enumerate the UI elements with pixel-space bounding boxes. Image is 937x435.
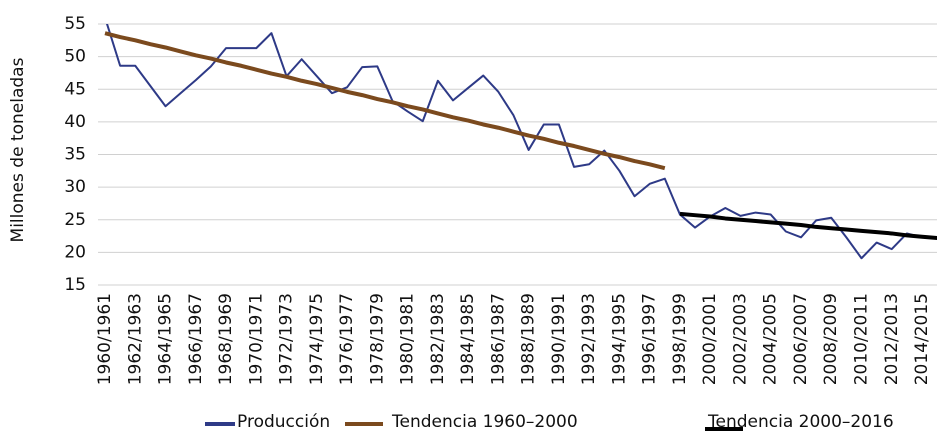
x-tick-label: 2010/2011 bbox=[852, 293, 872, 385]
y-tick-label: 25 bbox=[64, 210, 86, 230]
x-tick-label: 2006/2007 bbox=[791, 293, 811, 385]
y-tick-label: 40 bbox=[64, 112, 86, 132]
x-tick-label: 2000/2001 bbox=[700, 293, 720, 385]
x-tick-label: 1986/1987 bbox=[488, 293, 508, 385]
x-tick-label: 1968/1969 bbox=[216, 293, 236, 385]
x-tick-label: 1994/1995 bbox=[609, 293, 629, 385]
y-tick-label: 50 bbox=[64, 47, 86, 67]
y-tick-label: 55 bbox=[64, 14, 86, 34]
y-axis-title: Millones de toneladas bbox=[8, 57, 28, 242]
x-tick-label: 1972/1973 bbox=[277, 293, 297, 385]
legend-label: Tendencia 2000–2016 bbox=[707, 412, 894, 432]
x-tick-label: 1988/1989 bbox=[519, 293, 539, 385]
x-tick-label: 1982/1983 bbox=[428, 293, 448, 385]
series-line bbox=[679, 211, 937, 241]
x-tick-label: 1978/1979 bbox=[367, 293, 387, 385]
x-tick-label: 1962/1963 bbox=[125, 293, 145, 385]
y-tick-label: 20 bbox=[64, 242, 86, 262]
y-tick-label: 30 bbox=[64, 177, 86, 197]
x-tick-label: 1980/1981 bbox=[398, 293, 418, 385]
x-tick-label: 1970/1971 bbox=[246, 293, 266, 385]
series-line bbox=[105, 24, 923, 260]
y-tick-label: 35 bbox=[64, 145, 86, 165]
x-tick-label: 2004/2005 bbox=[761, 293, 781, 385]
legend-label: Producción bbox=[237, 412, 330, 432]
x-tick-label: 1976/1977 bbox=[337, 293, 357, 385]
x-tick-label: 1998/1999 bbox=[670, 293, 690, 385]
x-tick-label: 2012/2013 bbox=[882, 293, 902, 385]
x-tick-label: 1974/1975 bbox=[307, 293, 327, 385]
x-tick-label: 1996/1997 bbox=[640, 293, 660, 385]
y-tick-label: 45 bbox=[64, 79, 86, 99]
plot-area bbox=[104, 24, 937, 260]
x-tick-label: 1964/1965 bbox=[156, 293, 176, 385]
x-tick-label: 1992/1993 bbox=[579, 293, 599, 385]
x-tick-label: 1984/1985 bbox=[458, 293, 478, 385]
x-tick-label: 1990/1991 bbox=[549, 293, 569, 385]
y-tick-label: 15 bbox=[64, 275, 86, 295]
legend-label: Tendencia 1960–2000 bbox=[391, 412, 578, 432]
x-tick-label: 2002/2003 bbox=[730, 293, 750, 385]
x-tick-label: 1966/1967 bbox=[186, 293, 206, 385]
series-line bbox=[104, 31, 666, 171]
x-tick-label: 1960/1961 bbox=[95, 293, 115, 385]
x-tick-label: 2014/2015 bbox=[912, 293, 932, 385]
x-tick-label: 2008/2009 bbox=[821, 293, 841, 385]
